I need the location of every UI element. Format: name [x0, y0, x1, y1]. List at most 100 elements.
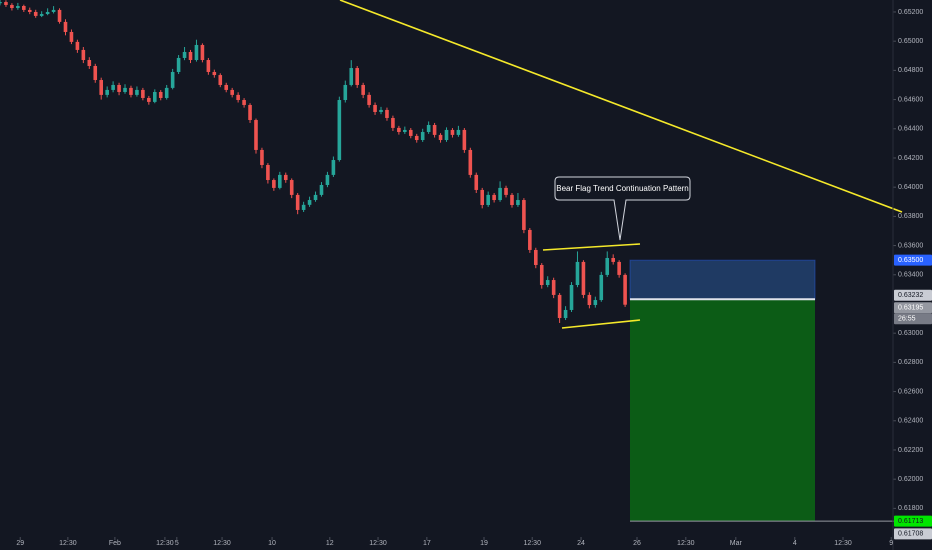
candle-body: [486, 194, 490, 205]
candle-body: [57, 9, 62, 22]
candle-body: [379, 109, 383, 112]
candle-body: [63, 21, 68, 32]
candle-body: [474, 174, 479, 190]
candle-body: [105, 89, 109, 95]
candle-body: [432, 124, 437, 135]
candle-body: [468, 149, 473, 175]
target-zone: [630, 299, 815, 522]
y-tick-label: 0.63400: [898, 272, 923, 279]
x-tick-label: 9: [889, 540, 893, 547]
candle-body: [587, 294, 592, 306]
candle-body: [420, 131, 425, 141]
candle-body: [498, 187, 502, 201]
y-tick-label: 0.61800: [898, 505, 923, 512]
y-tick-label: 0.62400: [898, 418, 923, 425]
candle-body: [266, 164, 270, 181]
candle-body: [176, 57, 181, 72]
candle-body: [283, 174, 288, 181]
candle-body: [391, 117, 395, 128]
candle-body: [373, 104, 377, 112]
candle-body: [403, 129, 407, 132]
candle-body: [593, 300, 598, 306]
candle-body: [295, 194, 300, 210]
price-label-bg: [894, 302, 932, 314]
candle-body: [164, 87, 169, 98]
y-tick-label: 0.64200: [898, 155, 923, 162]
flag-upper-line: [542, 243, 641, 251]
candle-body: [182, 51, 187, 58]
candle-body: [170, 71, 175, 88]
candle-body: [325, 174, 330, 185]
candle-body: [343, 84, 348, 101]
y-tick-label: 0.63000: [898, 330, 923, 337]
candle-body: [289, 180, 294, 195]
candle-body: [147, 97, 151, 102]
candle-body: [272, 180, 276, 188]
x-tick-label: 19: [480, 540, 488, 547]
price-label: 0.61708: [898, 531, 923, 538]
candle-body: [599, 274, 604, 301]
candle-body: [69, 31, 74, 42]
candle-body: [510, 194, 514, 205]
candle-body: [51, 9, 56, 12]
price-label: 0.61713: [898, 518, 923, 525]
y-tick-label: 0.65000: [898, 38, 923, 45]
candle-body: [426, 124, 431, 132]
annotation: Bear Flag Trend Continuation Pattern: [556, 184, 689, 193]
x-tick-label: 4: [793, 540, 797, 547]
candle-body: [301, 204, 306, 210]
y-tick-label: 0.64600: [898, 96, 923, 103]
price-label-bg: [894, 289, 932, 301]
candle-body: [581, 261, 586, 295]
candle-body: [349, 68, 354, 85]
y-tick-label: 0.63800: [898, 213, 923, 220]
candle-body: [27, 9, 32, 12]
y-tick-label: 0.62600: [898, 388, 923, 395]
candle-body: [385, 109, 389, 118]
x-tick-label: 12:30: [677, 540, 695, 547]
candle-body: [450, 129, 455, 135]
x-tick-label: 10: [268, 540, 276, 547]
candle-body: [575, 261, 580, 285]
y-tick-label: 0.62200: [898, 447, 923, 454]
candle-body: [278, 174, 282, 188]
x-tick-label: 12:30: [523, 540, 541, 547]
candle-body: [319, 184, 324, 195]
candle-body: [242, 100, 246, 105]
candle-body: [33, 11, 38, 16]
candle-body: [611, 257, 615, 262]
y-tick-label: 0.64000: [898, 184, 923, 191]
x-tick-label: 12:30: [156, 540, 174, 547]
candle-body: [75, 41, 80, 50]
candle-body: [563, 309, 568, 318]
price-label-bg: [894, 515, 932, 527]
candle-body: [551, 280, 556, 295]
candle-body: [141, 89, 145, 98]
x-tick-label: 5: [175, 540, 179, 547]
y-tick-label: 0.64800: [898, 67, 923, 74]
candle-body: [152, 91, 157, 102]
candle-body: [617, 261, 621, 275]
callout-box: [554, 176, 691, 241]
x-tick-label: 12:30: [834, 540, 852, 547]
candle-body: [456, 129, 461, 135]
candle-body: [188, 51, 193, 61]
flag-lower-line: [561, 319, 641, 329]
x-tick-label: Feb: [109, 540, 121, 547]
candle-body: [557, 294, 562, 318]
countdown-bg: [894, 313, 932, 325]
x-tick-label: 12:30: [213, 540, 231, 547]
candle-body: [81, 49, 86, 61]
candle-body: [605, 257, 610, 275]
candle-body: [117, 84, 121, 92]
stop-zone: [629, 259, 816, 300]
candle-body: [361, 84, 365, 95]
price-label-bg: [894, 528, 932, 540]
candle-body: [99, 80, 104, 95]
x-tick-label: 12:30: [59, 540, 77, 547]
y-tick-label: 0.65200: [898, 9, 923, 16]
candle-body: [254, 120, 258, 150]
candle-body: [539, 264, 544, 285]
price-label: 0.63195: [898, 305, 923, 312]
